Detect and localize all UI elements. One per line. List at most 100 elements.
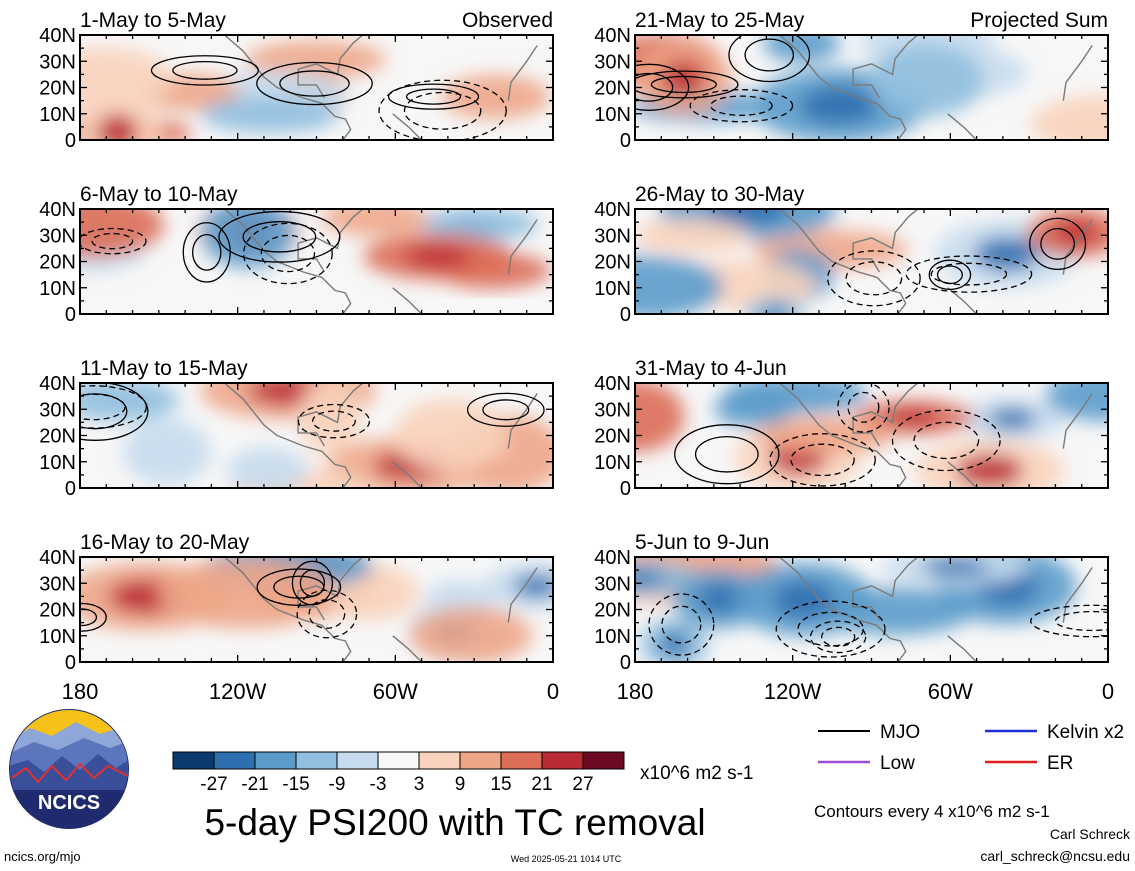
panel-period-title: 11-May to 15-May	[80, 357, 248, 380]
lat-tick-label: 40N	[594, 547, 631, 569]
coastline-south-america	[947, 113, 978, 140]
panel-period-title: 21-May to 25-May	[635, 9, 805, 32]
coastline-south-america	[392, 461, 423, 488]
lat-tick-label: 30N	[39, 399, 76, 421]
colorbar-level-label: 15	[490, 774, 511, 795]
panel-ticks	[79, 382, 554, 489]
lat-tick-label: 40N	[39, 373, 76, 395]
coastline-south-america	[947, 635, 978, 662]
colorbar-swatch	[500, 751, 543, 770]
colorbar-swatch	[295, 751, 338, 770]
coastline-west	[779, 383, 907, 488]
mjo-contours	[80, 383, 545, 441]
colorbar-swatch	[582, 751, 625, 770]
panel-period-title: 16-May to 20-May	[80, 531, 250, 554]
panel-ticks	[634, 208, 1109, 315]
lon-tick-label: 0	[547, 679, 559, 704]
colorbar-level-label: 21	[531, 774, 552, 795]
observed-header: Observed	[462, 9, 553, 32]
panel-1: 40N 30N 20N 10N 0 1-May to 5-May Observed	[39, 9, 554, 152]
panel-ticks	[79, 556, 554, 663]
lat-tick-label: 0	[65, 478, 76, 500]
coastline-south-america	[392, 635, 423, 662]
lon-tick-label: 0	[1102, 679, 1114, 704]
coastline-west	[224, 209, 352, 314]
lon-tick-label: 60W	[928, 679, 973, 704]
legend-label: Kelvin x2	[1047, 722, 1124, 743]
colorbar-level-label: -27	[200, 774, 227, 795]
lat-tick-label: 0	[65, 304, 76, 326]
coastline-south-america	[392, 287, 423, 314]
lat-tick-label: 20N	[594, 426, 631, 448]
coastline-east	[852, 35, 919, 99]
mjo-contours	[150, 55, 507, 140]
projected-header: Projected Sum	[970, 9, 1108, 32]
panel-2: 40N 30N 20N 10N 0 6-May to 10-May	[39, 183, 554, 326]
colorbar-level-label: 3	[414, 774, 425, 795]
lon-tick-label: 180	[62, 679, 99, 704]
panel-period-title: 6-May to 10-May	[80, 183, 238, 206]
lat-tick-label: 30N	[39, 225, 76, 247]
colorbar-swatch	[377, 751, 420, 770]
legend-label: Low	[880, 753, 915, 774]
ncics-logo: NCICS	[9, 709, 129, 829]
colorbar-swatch	[541, 751, 584, 770]
panel-4: 40N 30N 20N 10N 0 16-May to 20-May 180 120W 60W 0	[39, 531, 559, 704]
lat-tick-label: 20N	[594, 252, 631, 274]
coastline-south-america	[392, 113, 423, 140]
panel-period-title: 31-May to 4-Jun	[635, 357, 787, 380]
logo-text: NCICS	[38, 792, 100, 814]
coastline-west	[779, 35, 907, 140]
panel-ticks	[634, 382, 1109, 489]
line-legend: MJO Kelvin x2 Low ER	[818, 722, 1124, 774]
lat-tick-label: 0	[620, 478, 631, 500]
lat-tick-label: 20N	[594, 78, 631, 100]
coastline-south-america	[947, 461, 978, 488]
colorbar-level-label: -15	[282, 774, 309, 795]
colorbar-swatch	[459, 751, 502, 770]
panel-5: 40N 30N 20N 10N 0 21-May to 25-May Projected S…	[594, 9, 1109, 152]
colorbar-swatch	[254, 751, 297, 770]
coastline-africa	[507, 219, 538, 275]
mjo-contours	[635, 35, 811, 123]
lon-tick-label: 120W	[209, 679, 267, 704]
anomaly-shading	[80, 383, 553, 488]
panel-8: 40N 30N 20N 10N 0 5-Jun to 9-Jun 180 120W 60W 0	[594, 531, 1114, 704]
site-url[interactable]: ncics.org/mjo	[4, 849, 81, 864]
lat-tick-label: 20N	[39, 426, 76, 448]
figure-title: 5-day PSI200 with TC removal	[204, 802, 705, 843]
lon-tick-label: 120W	[764, 679, 822, 704]
lat-tick-label: 10N	[39, 278, 76, 300]
anomaly-shading	[635, 557, 1077, 662]
lat-tick-label: 30N	[39, 573, 76, 595]
panel-period-title: 5-Jun to 9-Jun	[635, 531, 769, 554]
lat-tick-label: 20N	[594, 600, 631, 622]
colorbar-swatch	[213, 751, 256, 770]
colorbar-level-label: -3	[370, 774, 387, 795]
anomaly-shading	[80, 40, 551, 140]
lat-tick-label: 0	[65, 130, 76, 152]
coastline-africa	[1062, 567, 1093, 623]
author-email[interactable]: carl_schreck@ncsu.edu	[980, 848, 1130, 864]
panel-7: 40N 30N 20N 10N 0 31-May to 4-Jun	[594, 357, 1109, 500]
coastline-east	[297, 383, 364, 447]
lat-tick-label: 0	[65, 652, 76, 674]
mjo-contours	[80, 210, 341, 285]
lat-tick-label: 0	[620, 130, 631, 152]
contour-note: Contours every 4 x10^6 m2 s-1	[814, 802, 1050, 821]
panel-period-title: 1-May to 5-May	[80, 9, 226, 32]
colorbar: -27 -21 -15 -9 -3 3 9 15 21 27	[172, 751, 625, 795]
colorbar-swatch	[418, 751, 461, 770]
lat-tick-label: 40N	[594, 199, 631, 221]
anomaly-shading	[635, 209, 1108, 314]
panel-ticks	[634, 556, 1109, 663]
colorbar-level-label: -21	[241, 774, 268, 795]
panels-layer: 40N 30N 20N 10N 0 1-May to 5-May Observed 40N 30…	[39, 9, 1114, 704]
lat-tick-label: 0	[620, 304, 631, 326]
lat-tick-label: 30N	[594, 399, 631, 421]
coastline-africa	[1062, 45, 1093, 101]
lat-tick-label: 40N	[594, 25, 631, 47]
lat-tick-label: 30N	[594, 573, 631, 595]
lat-tick-label: 40N	[39, 547, 76, 569]
lat-tick-label: 0	[620, 652, 631, 674]
